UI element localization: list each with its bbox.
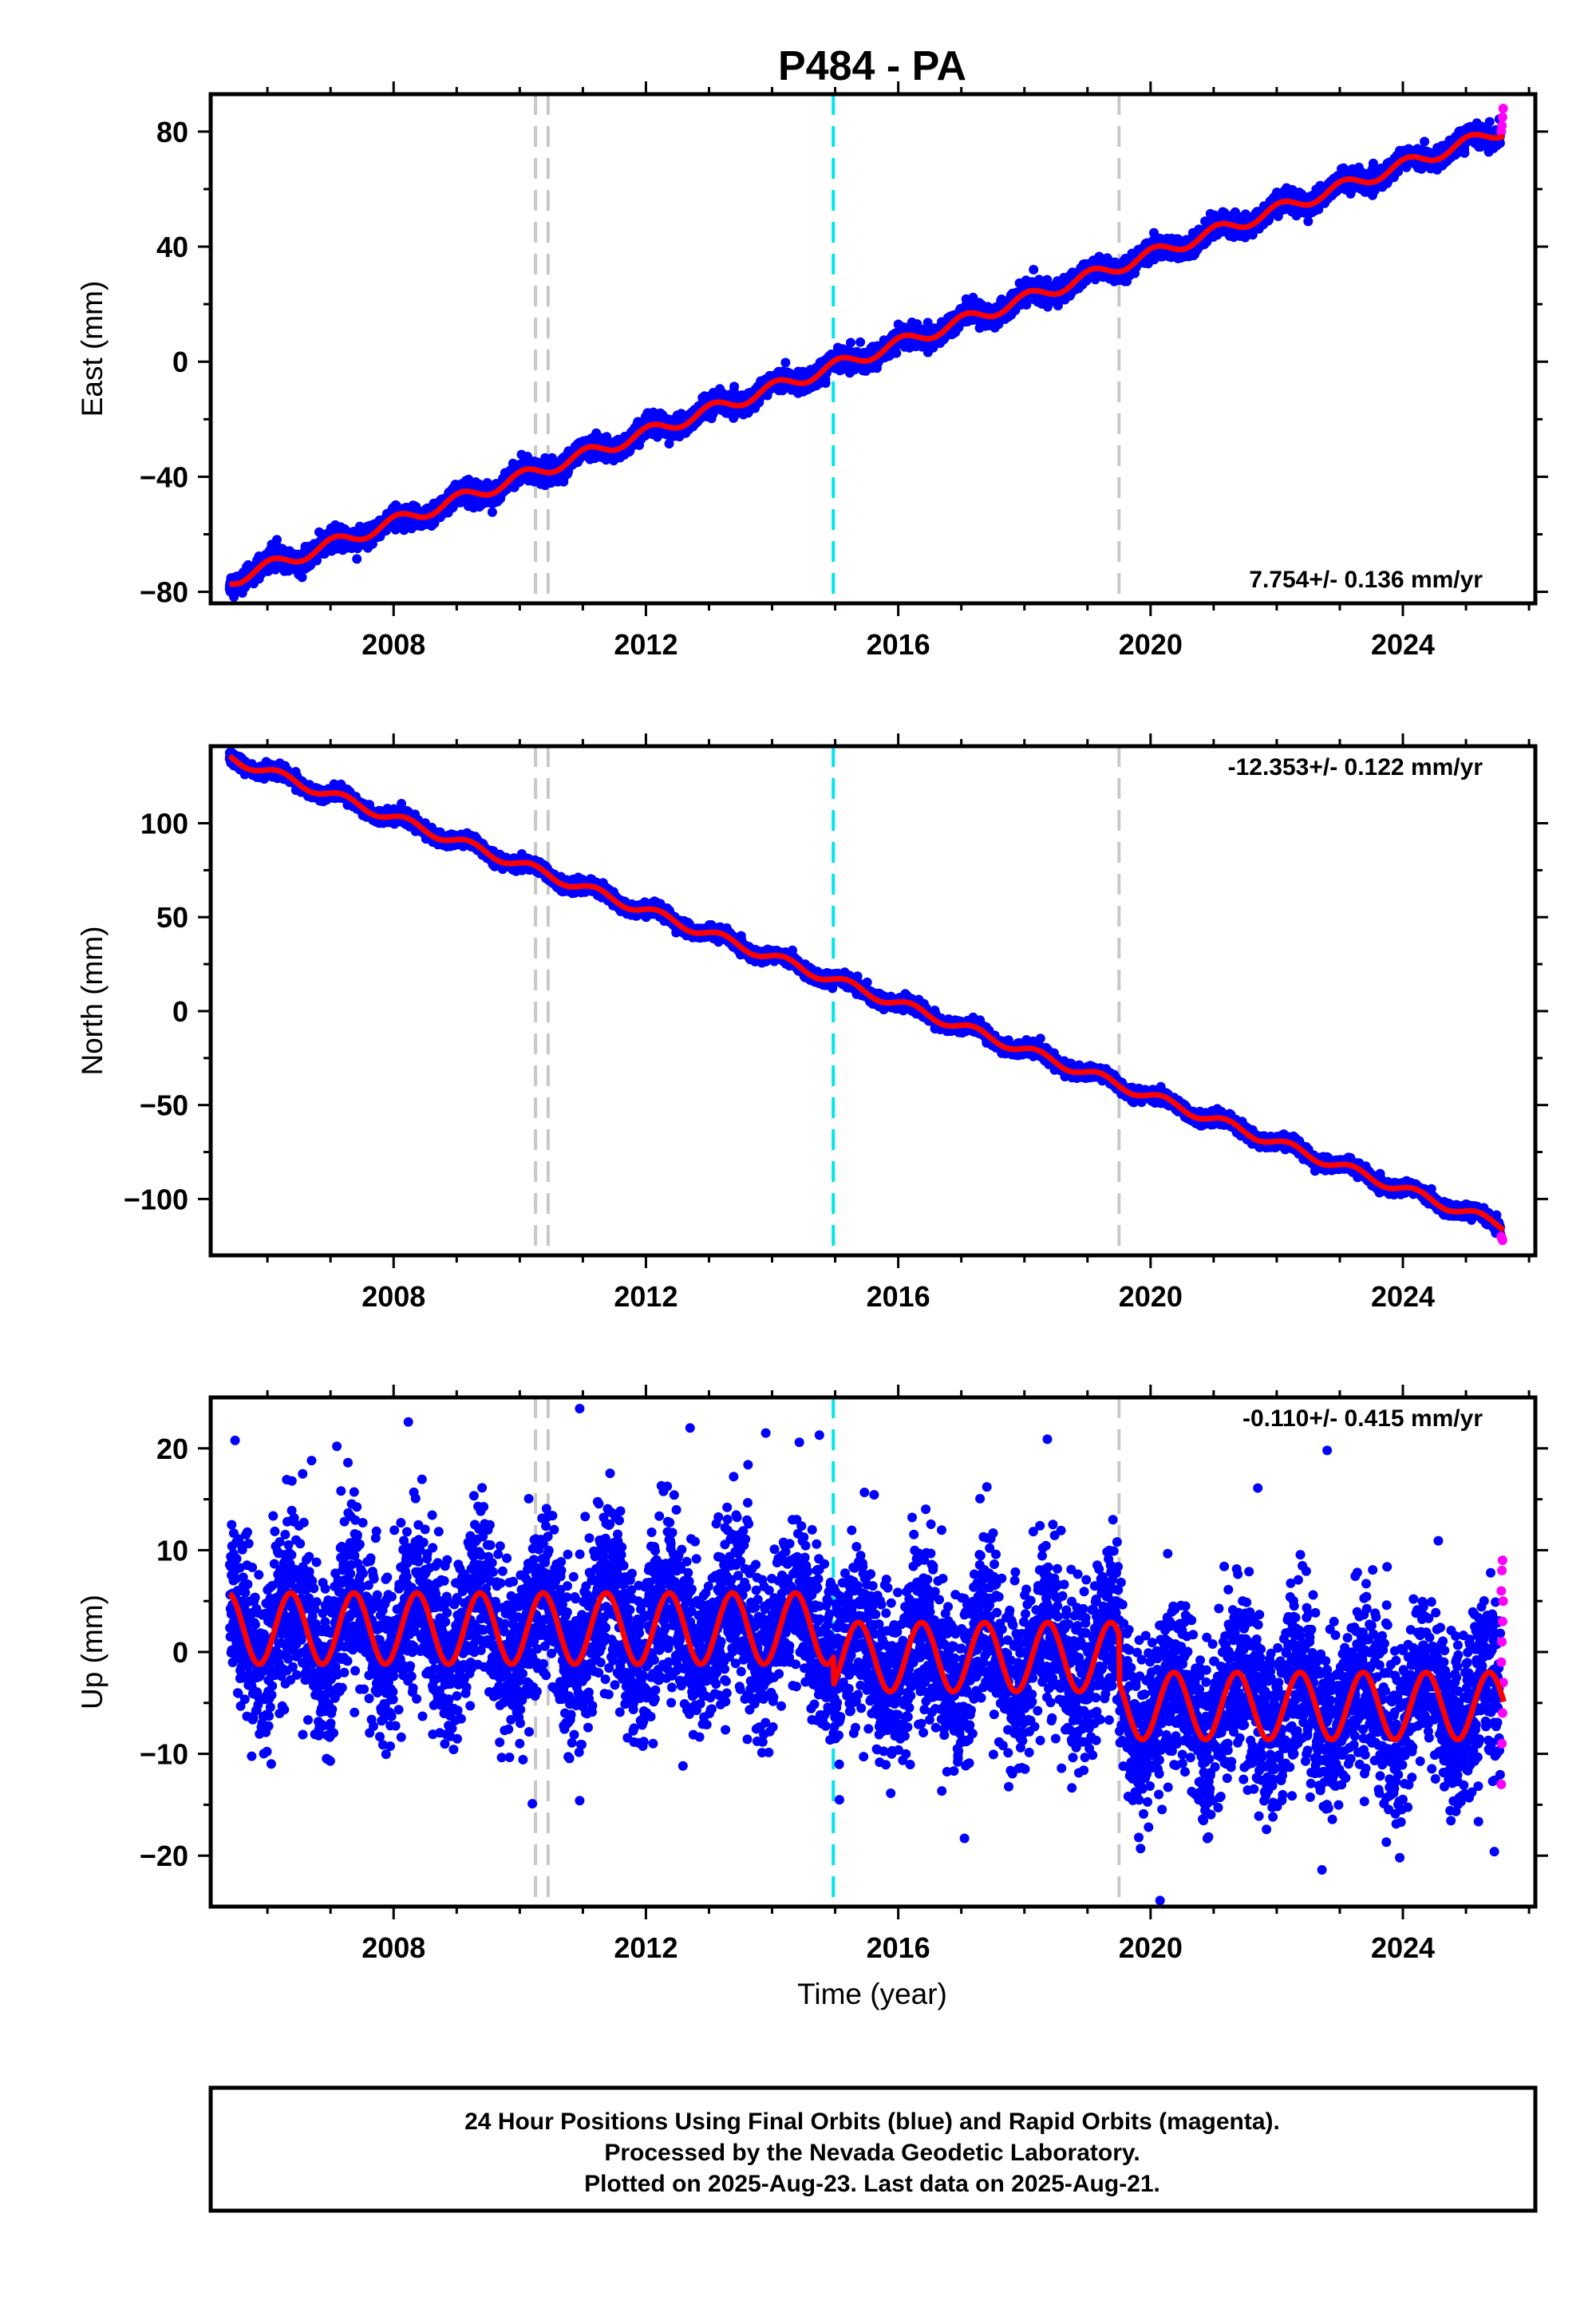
final-orbit-point xyxy=(297,572,307,583)
final-orbit-point xyxy=(780,358,791,368)
final-orbit-point xyxy=(846,338,855,348)
final-orbit-point xyxy=(820,378,831,388)
final-orbit-point xyxy=(352,554,362,564)
final-orbit-point xyxy=(487,507,497,517)
page-title: P484 - PA xyxy=(778,43,966,89)
final-orbit-point xyxy=(1029,264,1039,275)
final-orbit-point xyxy=(855,337,866,347)
plot-area-east xyxy=(224,94,1508,603)
final-orbit-point xyxy=(272,535,282,545)
